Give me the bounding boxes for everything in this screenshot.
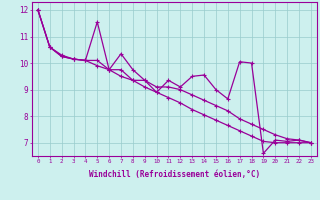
X-axis label: Windchill (Refroidissement éolien,°C): Windchill (Refroidissement éolien,°C) — [89, 170, 260, 179]
